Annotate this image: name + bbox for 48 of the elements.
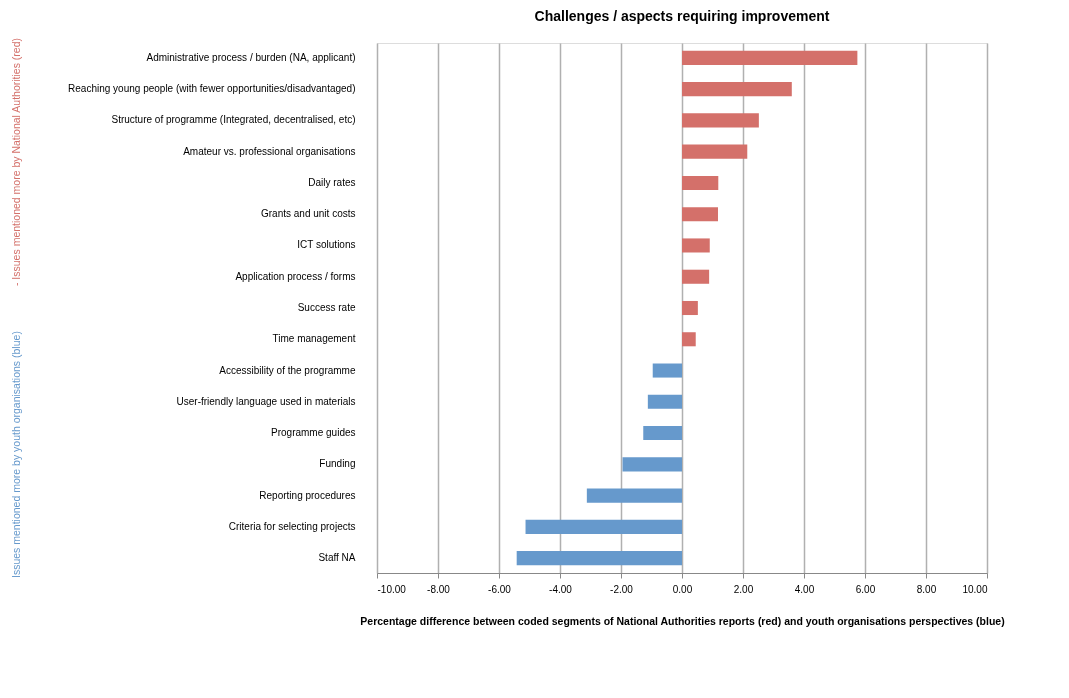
y-tick-label: User-friendly language used in materials: [176, 395, 356, 407]
chart-title: Challenges / aspects requiring improvement: [534, 8, 830, 24]
x-tick-label: 4.00: [794, 583, 815, 595]
x-tick-label: -6.00: [488, 583, 512, 595]
bar: [682, 269, 710, 284]
x-tick-label: -8.00: [427, 583, 451, 595]
y-tick-label: ICT solutions: [297, 239, 356, 251]
y-tick-label: Reporting procedures: [259, 489, 356, 501]
bar: [682, 207, 718, 222]
bar: [516, 551, 682, 566]
y-tick-label: Amateur vs. professional organisations: [183, 145, 356, 157]
bar: [682, 50, 858, 65]
x-tick-label: 8.00: [916, 583, 937, 595]
y-tick-label: Daily rates: [308, 176, 356, 188]
bar: [682, 144, 748, 159]
x-tick-label: 10.00: [962, 583, 988, 595]
bar: [647, 394, 682, 409]
y-tick-label: Administrative process / burden (NA, applicant): [146, 51, 356, 63]
x-tick-label: 2.00: [733, 583, 754, 595]
y-tick-label: Grants and unit costs: [261, 208, 356, 220]
y-tick-label: Reaching young people (with fewer opportunities/disadvantaged): [68, 83, 356, 95]
bar: [682, 238, 710, 253]
bar: [682, 300, 698, 316]
text: Issues mentioned more by youth organisations (blue) - Issues mentioned more by National Authorities (red): [10, 38, 22, 578]
bar: [586, 488, 682, 503]
bar: [622, 457, 682, 472]
y-tick-label: Success rate: [297, 302, 356, 313]
y-tick-label: Time management: [272, 333, 356, 345]
x-tick-label: -10.00: [377, 583, 407, 595]
bar: [525, 519, 682, 534]
bar: [682, 175, 719, 190]
bar: [682, 332, 696, 347]
y-tick-label: Programme guides: [271, 427, 356, 439]
bar: [682, 82, 792, 97]
x-tick-label: -2.00: [610, 583, 634, 595]
y-tick-label: Criteria for selecting projects: [228, 520, 356, 532]
x-axis-title: Percentage difference between coded segments of National Authorities reports (red) and youth organisations perspectives (blue): [360, 614, 1005, 627]
y-tick-label: Structure of programme (Integrated, decentralised, etc): [111, 114, 356, 126]
bar: [652, 363, 682, 378]
y-tick-label: Application process / forms: [235, 270, 356, 282]
y-tick-label: Staff NA: [318, 552, 356, 564]
x-tick-label: -4.00: [549, 583, 573, 595]
x-tick-label: 6.00: [855, 583, 876, 595]
y-tick-label: Accessibility of the programme: [219, 364, 356, 376]
bar: [682, 113, 759, 128]
y-tick-label: Funding: [319, 458, 356, 470]
bar: [643, 426, 682, 441]
x-tick-label: 0.00: [672, 583, 693, 595]
